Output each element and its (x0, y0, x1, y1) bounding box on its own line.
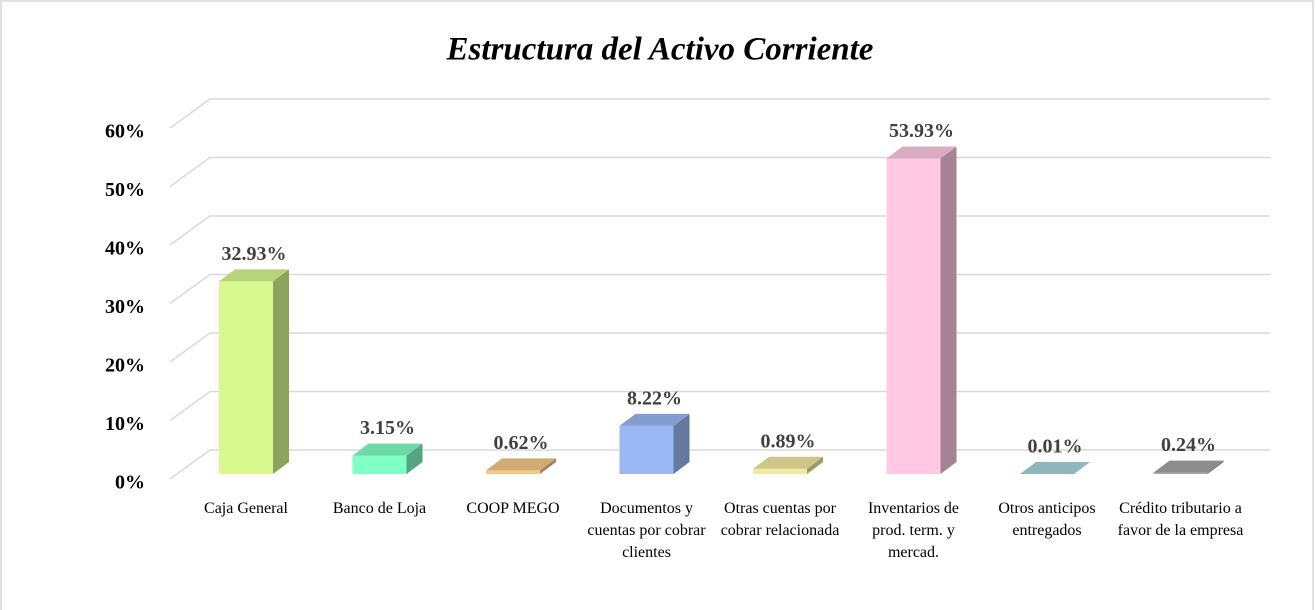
bar-top (619, 413, 690, 426)
y-tick-label: 10% (105, 413, 145, 435)
grid-line (169, 273, 1270, 305)
bar-top (886, 146, 957, 159)
bar-side (406, 443, 423, 474)
y-tick-label: 20% (105, 355, 145, 377)
bar-side (273, 269, 289, 474)
chart-title: Estructura del Activo Corriente (446, 32, 874, 68)
bar-front (219, 281, 273, 474)
value-label: 3.15% (360, 417, 415, 439)
bar-top (352, 443, 423, 456)
y-tick-label: 30% (105, 296, 145, 318)
bar-front (1153, 472, 1208, 474)
x-tick-label: Banco de Loja (332, 500, 427, 517)
x-tick-label: Otros anticipos entregados (998, 500, 1096, 539)
value-label: 0.89% (761, 430, 816, 452)
bar-top (486, 458, 556, 471)
value-label: 32.93% (222, 243, 287, 265)
grid-line (169, 449, 1270, 480)
bar-side (1207, 460, 1224, 474)
y-tick-label: 60% (105, 121, 145, 143)
value-label: 8.22% (627, 388, 682, 410)
y-tick-label: 50% (105, 179, 145, 201)
bar-top (753, 456, 823, 469)
y-tick-label: 0% (115, 472, 145, 494)
bar-side (540, 458, 556, 474)
x-tick-label: Inventarios de prod. term. y mercad. (867, 500, 960, 561)
grid-line (169, 390, 1270, 422)
grid-line (169, 215, 1270, 246)
bar-side (1074, 461, 1090, 474)
bar-front (352, 455, 407, 474)
bar-side (940, 146, 957, 474)
x-tick-label: Otras cuentas por cobrar relacionada (720, 500, 840, 539)
bar-front (486, 470, 540, 474)
grid-line (169, 332, 1270, 363)
value-label: 0.62% (494, 432, 549, 454)
x-tick-label: Crédito tributario a favor de la empresa (1117, 500, 1244, 539)
value-label: 0.24% (1161, 434, 1216, 456)
bar-top (1153, 460, 1224, 473)
bar-top (219, 269, 289, 282)
bar-side (807, 456, 823, 474)
value-label: 0.01% (1028, 436, 1083, 458)
x-tick-label: Caja General (204, 500, 288, 517)
x-tick-label: COOP MEGO (466, 500, 560, 517)
bar-side (673, 413, 690, 474)
grid-line (169, 98, 1270, 129)
bar-top (1020, 461, 1090, 474)
bar-front (619, 425, 674, 474)
bar-front (886, 158, 941, 474)
y-tick-label: 40% (105, 238, 145, 260)
grid-line (169, 156, 1270, 188)
x-tick-label: Documentos y cuentas por cobrar clientes (587, 500, 706, 561)
bar-front (753, 468, 807, 474)
value-label: 53.93% (889, 120, 954, 142)
